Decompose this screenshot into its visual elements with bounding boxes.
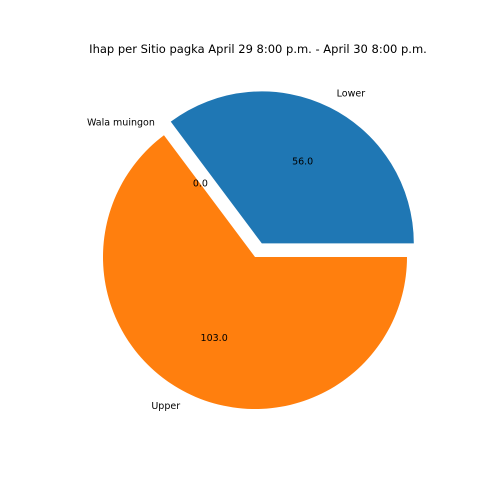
pie-labels: Lower 56.0 Wala muingon 0.0 Upper 103.0	[87, 88, 365, 412]
slice-upper	[103, 135, 407, 409]
category-label-upper: Upper	[151, 401, 180, 412]
category-label-wala-muingon: Wala muingon	[87, 118, 155, 129]
value-label-upper: 103.0	[201, 333, 228, 344]
chart-title: Ihap per Sitio pagka April 29 8:00 p.m. …	[89, 42, 427, 56]
category-label-lower: Lower	[337, 88, 366, 99]
value-label-wala-muingon: 0.0	[193, 178, 208, 189]
value-label-lower: 56.0	[292, 156, 313, 167]
slice-lower	[170, 91, 414, 244]
pie-slices	[103, 91, 414, 409]
